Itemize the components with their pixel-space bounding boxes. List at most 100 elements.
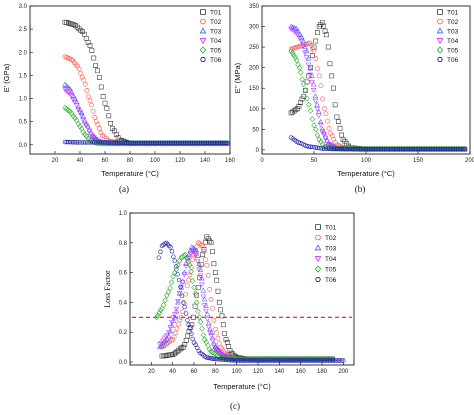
series-T01 — [159, 234, 336, 362]
data-point — [311, 44, 317, 50]
chart-a-ticks: 20 40 60 80 100 120 140 160 0.0 0.5 1.0 1.5 2.0 2.5 3.… — [19, 4, 236, 164]
data-point — [62, 81, 68, 87]
data-point — [184, 258, 191, 264]
data-point — [337, 125, 343, 131]
y-tick-label: 0.5 — [19, 120, 28, 126]
data-point — [196, 348, 202, 354]
data-point — [222, 331, 228, 336]
data-point — [175, 299, 181, 305]
data-point — [84, 88, 90, 93]
data-point — [73, 62, 79, 68]
legend-marker-square-icon — [437, 9, 443, 15]
data-point — [157, 307, 164, 314]
data-point — [165, 242, 171, 247]
data-point — [316, 73, 322, 79]
x-tick-label: 120 — [253, 369, 264, 375]
x-tick-label: 0 — [260, 158, 264, 164]
data-point — [186, 251, 192, 257]
data-point — [336, 119, 341, 124]
data-point — [288, 46, 294, 52]
data-point — [170, 315, 177, 321]
data-point — [76, 26, 82, 32]
data-point — [308, 43, 314, 48]
data-point — [208, 348, 214, 355]
data-point — [296, 64, 303, 71]
data-point — [190, 336, 196, 342]
x-tick-label: 160 — [225, 158, 236, 164]
data-point — [328, 131, 334, 136]
chart-b-xlabel: Temperature (°C) — [337, 169, 395, 178]
data-point — [172, 258, 178, 263]
data-point — [70, 92, 77, 98]
data-point — [168, 245, 173, 250]
series-T03 — [62, 81, 231, 146]
data-point — [169, 249, 175, 254]
data-point — [301, 94, 306, 99]
chart-a-plot-frame — [29, 5, 231, 155]
data-point — [216, 299, 222, 305]
data-point — [173, 350, 179, 356]
legend-marker-triangle-down-icon — [314, 256, 322, 263]
data-point — [208, 356, 214, 361]
data-point — [309, 72, 315, 78]
x-tick-label: 100 — [150, 158, 161, 164]
legend-label-T01: T01 — [210, 9, 222, 16]
x-tick-label: 60 — [191, 369, 198, 375]
data-point — [80, 129, 87, 136]
x-tick-label: 20 — [52, 158, 59, 164]
data-point — [80, 29, 85, 34]
y-tick-label: 200 — [249, 66, 260, 72]
data-point — [196, 260, 202, 266]
data-point — [189, 244, 195, 250]
legend-label-T03: T03 — [447, 28, 459, 35]
data-point — [162, 241, 168, 246]
data-point — [191, 340, 197, 345]
data-point — [310, 88, 317, 93]
data-point — [290, 136, 296, 141]
data-point — [68, 56, 74, 62]
data-point — [183, 264, 189, 270]
data-point — [213, 347, 220, 353]
data-point — [311, 122, 317, 129]
data-point — [204, 234, 210, 240]
data-point — [182, 251, 189, 258]
data-point — [323, 111, 329, 117]
data-point — [182, 304, 188, 310]
y-tick-label: 0.4 — [119, 300, 128, 306]
data-point — [72, 114, 78, 121]
data-point — [184, 254, 190, 261]
data-point — [163, 240, 169, 245]
data-point — [218, 344, 224, 350]
data-point — [294, 106, 300, 112]
data-point — [298, 43, 303, 49]
data-point — [326, 126, 332, 131]
chart-a: 20 40 60 80 100 120 140 160 0.0 0.5 1.0 1.5 2.0 2.5 3.… — [2, 4, 236, 194]
data-point — [98, 130, 104, 136]
data-point — [95, 68, 100, 74]
legend-label-T04: T04 — [325, 256, 337, 263]
data-point — [165, 288, 172, 296]
data-point — [97, 74, 102, 80]
data-point — [100, 94, 106, 99]
data-point — [218, 307, 224, 313]
data-point — [318, 138, 324, 145]
data-point — [208, 329, 215, 335]
data-point — [168, 338, 174, 343]
data-point — [214, 352, 221, 359]
data-point — [311, 48, 317, 54]
x-tick-label: 20 — [148, 369, 155, 375]
x-tick-label: 50 — [311, 158, 318, 164]
data-point — [174, 326, 180, 331]
x-tick-label: 160 — [296, 369, 307, 375]
data-point — [317, 122, 324, 128]
data-point — [207, 238, 213, 244]
data-point — [293, 57, 300, 64]
data-point — [203, 257, 208, 262]
data-point — [173, 264, 179, 269]
data-point — [211, 340, 217, 346]
data-point — [201, 303, 208, 309]
data-point — [115, 135, 121, 141]
data-point — [322, 28, 328, 34]
legend-marker-diamond-icon — [199, 46, 207, 54]
data-point — [204, 311, 211, 317]
